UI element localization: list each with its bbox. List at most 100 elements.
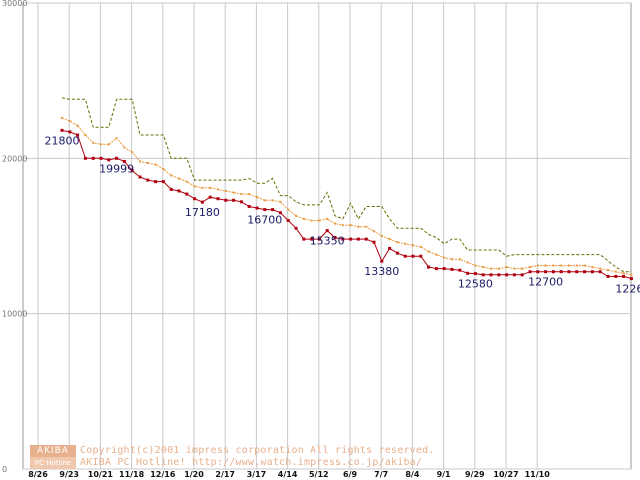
data-point <box>373 230 375 233</box>
data-point <box>349 224 352 227</box>
data-point <box>287 208 290 211</box>
data-point <box>131 151 134 154</box>
data-label: 19999 <box>99 162 134 175</box>
data-point <box>583 270 587 274</box>
data-point <box>606 274 610 278</box>
data-point <box>154 163 157 166</box>
data-label: 16700 <box>247 214 282 227</box>
series-line-0 <box>61 129 632 280</box>
data-point <box>544 270 548 274</box>
data-point <box>99 156 103 160</box>
data-point <box>442 267 446 271</box>
x-tick-label: 12/16 <box>150 470 176 479</box>
x-tick-label: 9/23 <box>59 470 79 479</box>
data-label: 15350 <box>310 235 345 248</box>
data-point <box>76 124 79 127</box>
data-point <box>356 237 360 241</box>
data-point <box>567 270 571 274</box>
x-tick-label: 9/29 <box>465 470 485 479</box>
x-tick-label: 11/10 <box>525 470 551 479</box>
data-point <box>217 188 219 191</box>
data-point <box>591 266 594 269</box>
data-point <box>599 267 602 270</box>
data-point <box>263 208 267 212</box>
data-point <box>450 267 454 271</box>
data-point <box>68 130 72 134</box>
data-point <box>481 273 485 277</box>
data-point <box>568 264 570 267</box>
data-point <box>380 259 384 263</box>
x-tick-label: 6/9 <box>343 470 357 479</box>
data-point <box>380 235 383 237</box>
data-point <box>590 270 594 274</box>
data-point <box>169 187 173 191</box>
x-tick-label: 5/12 <box>309 470 329 479</box>
data-point <box>240 193 243 196</box>
data-point <box>458 258 461 261</box>
data-point <box>598 270 602 274</box>
data-point <box>435 253 438 256</box>
data-point <box>520 273 524 277</box>
data-point <box>76 133 80 137</box>
data-point <box>521 267 524 270</box>
data-point <box>341 224 344 227</box>
x-tick-label: 11/18 <box>119 470 145 479</box>
data-point <box>255 206 259 210</box>
data-point <box>61 116 63 119</box>
data-point <box>302 237 306 241</box>
data-point <box>123 146 126 149</box>
data-point <box>536 264 539 267</box>
data-point <box>115 137 118 140</box>
data-label: 12260 <box>615 283 640 296</box>
data-point <box>341 237 345 241</box>
data-point <box>536 270 540 274</box>
data-point <box>427 250 430 253</box>
data-point <box>334 222 336 225</box>
data-point <box>365 225 368 228</box>
x-tick-label: 10/21 <box>88 470 114 479</box>
data-point <box>505 273 509 277</box>
data-point <box>200 200 204 204</box>
data-point <box>139 160 141 163</box>
data-point <box>60 128 64 132</box>
data-point <box>286 218 290 222</box>
data-point <box>185 192 189 196</box>
data-point <box>201 186 204 189</box>
data-point <box>271 199 274 202</box>
data-point <box>138 175 142 179</box>
data-label: 13380 <box>364 265 399 278</box>
data-point <box>466 261 469 264</box>
source-url-text: AKIBA PC Hotline! http://www.watch.impre… <box>80 457 423 468</box>
data-point <box>294 226 298 230</box>
data-point <box>372 240 376 244</box>
data-label: 12580 <box>458 278 493 291</box>
y-tick-label: 0 <box>2 465 7 474</box>
data-point <box>552 264 555 267</box>
series-line-1 <box>61 117 632 276</box>
data-point <box>161 180 165 184</box>
data-point <box>177 189 181 193</box>
data-point <box>388 246 392 250</box>
data-point <box>271 208 275 212</box>
data-point <box>162 168 165 171</box>
data-point <box>247 204 251 208</box>
data-point <box>278 211 282 215</box>
data-point <box>512 273 516 277</box>
copyright-text: Copyright(c)2001 impress corporation All… <box>80 445 435 456</box>
data-point <box>185 180 188 183</box>
data-point <box>575 264 578 267</box>
data-point <box>68 120 71 123</box>
x-tick-label: 2/17 <box>215 470 235 479</box>
data-point <box>317 237 321 241</box>
data-point <box>622 272 625 275</box>
data-point <box>614 270 617 273</box>
data-point <box>411 254 415 258</box>
data-point <box>91 156 95 160</box>
x-tick-label: 8/4 <box>405 470 419 479</box>
data-point <box>295 214 297 217</box>
data-point <box>122 159 126 163</box>
data-point <box>419 245 422 248</box>
data-point <box>232 198 236 202</box>
